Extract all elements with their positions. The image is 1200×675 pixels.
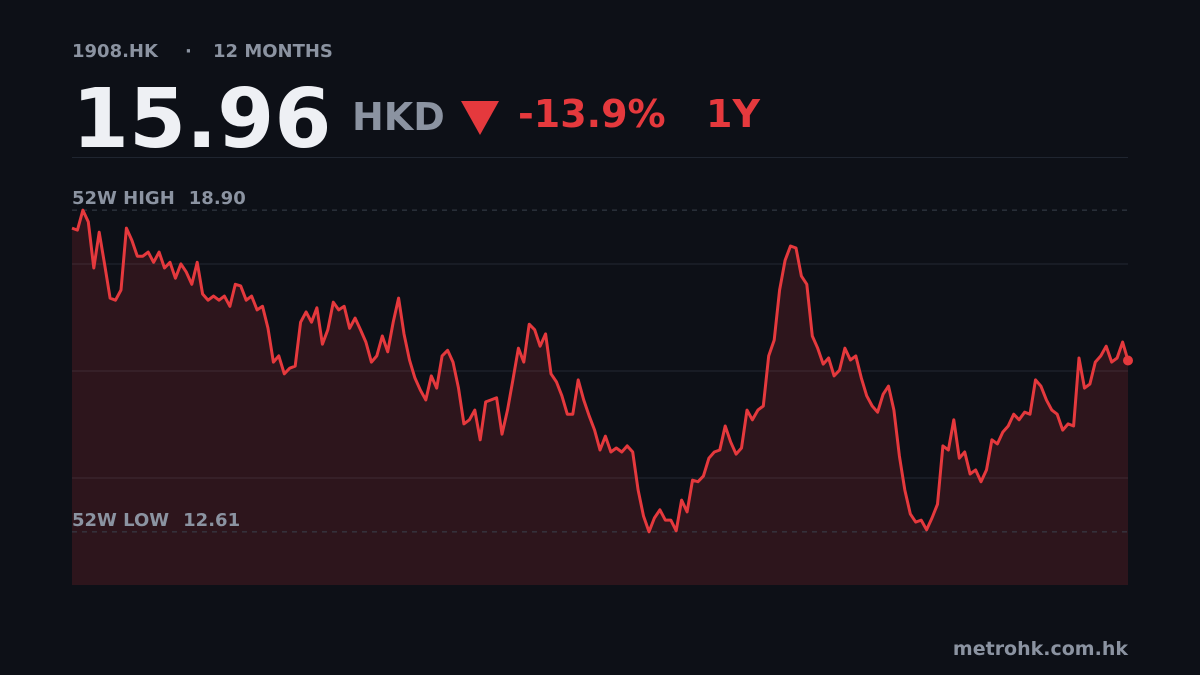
- reference-label: 52W HIGH 18.90: [72, 188, 246, 209]
- last-price-dot: [1123, 355, 1133, 366]
- currency: HKD: [352, 95, 445, 139]
- reference-label: 52W LOW 12.61: [72, 510, 240, 531]
- reference-name: 52W LOW: [72, 510, 169, 531]
- down-arrow: [461, 101, 499, 135]
- source: metrohk.com.hk: [953, 638, 1128, 660]
- range: 1Y: [706, 92, 760, 136]
- reference-name: 52W HIGH: [72, 188, 175, 209]
- area-fill: [72, 210, 1128, 585]
- separator: ·: [185, 41, 192, 62]
- price-line: [71, 208, 1130, 534]
- ticker: 1908.HK: [72, 41, 159, 62]
- plot: 52W HIGH 18.90 52W LOW 12.61: [71, 188, 1133, 585]
- reference-value: 12.61: [183, 510, 240, 531]
- period: 12 MONTHS: [213, 41, 333, 62]
- price: 15.96: [72, 72, 331, 167]
- change: -13.9%: [518, 92, 666, 136]
- reference-value: 18.90: [189, 188, 246, 209]
